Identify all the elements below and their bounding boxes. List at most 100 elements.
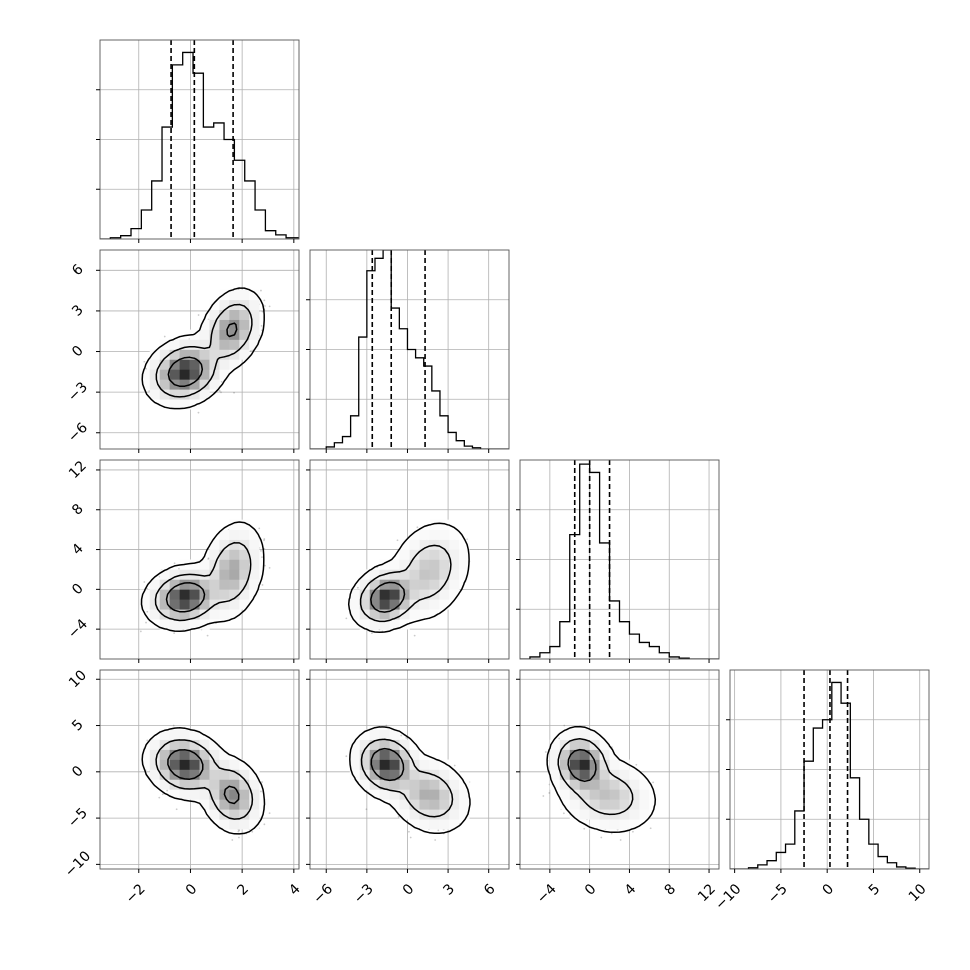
density-cell — [199, 379, 210, 390]
density-cell — [229, 579, 240, 590]
density-cell — [229, 349, 240, 360]
density-cell — [199, 389, 210, 400]
density-cell — [189, 399, 200, 410]
density-cell — [229, 599, 240, 610]
density-cell — [199, 329, 210, 340]
density-cell — [219, 529, 230, 540]
density-cell — [219, 559, 230, 570]
scatter-point — [143, 360, 146, 363]
density-cell — [249, 569, 260, 580]
density-cell — [209, 589, 220, 600]
density-cell — [159, 389, 170, 400]
density-cell — [169, 609, 180, 620]
panel-frame — [99, 249, 300, 450]
density-cell — [219, 359, 230, 370]
y-tick-label: −6 — [65, 420, 91, 446]
histogram-panel-1 — [306, 249, 510, 453]
y-tick-label: 6 — [69, 261, 87, 279]
density-cell — [229, 559, 240, 570]
scatter-point — [261, 310, 264, 313]
density-cell — [239, 299, 250, 310]
density-cell — [159, 359, 170, 370]
density-cell — [179, 379, 190, 390]
density-cell — [209, 369, 220, 380]
density-cell — [249, 319, 260, 330]
scatter-point — [178, 567, 181, 570]
density-cell — [239, 599, 250, 610]
density-cell — [189, 339, 200, 350]
density-cell — [209, 329, 220, 340]
density-cell — [239, 589, 250, 600]
density-cell — [189, 389, 200, 400]
contour-line — [154, 541, 252, 622]
density-cell — [249, 559, 260, 570]
density-cell — [249, 549, 260, 560]
histogram-panel-0 — [96, 39, 300, 243]
density-cell — [249, 579, 260, 590]
scatter-point — [146, 610, 149, 613]
density-cell — [249, 309, 260, 320]
density-cell — [209, 579, 220, 590]
density-cell — [179, 349, 190, 360]
density-cell — [149, 599, 160, 610]
density-cell — [229, 519, 240, 530]
density-cell — [209, 379, 220, 390]
density-cell — [199, 369, 210, 380]
density-cell — [199, 619, 210, 630]
y-tick-label: 0 — [69, 343, 87, 361]
density-cell — [169, 569, 180, 580]
scatter-point — [249, 350, 252, 352]
density-cell — [179, 339, 190, 350]
density-cell — [239, 579, 250, 590]
scatter-point — [220, 391, 222, 394]
density-cell — [179, 389, 190, 400]
density-cell — [249, 289, 260, 301]
density-cell — [229, 589, 240, 600]
density-cell — [219, 289, 230, 301]
scatter-point — [260, 324, 263, 327]
scatter-point — [143, 581, 146, 583]
density-cell — [229, 359, 240, 370]
scatter-point — [207, 557, 210, 560]
density-cell — [169, 369, 180, 380]
density-cell — [159, 369, 170, 380]
y-tick-label: −4 — [65, 616, 91, 642]
density-cell — [169, 399, 180, 410]
density-cell — [219, 589, 230, 600]
density-cell — [239, 549, 250, 560]
contour-line — [140, 521, 265, 633]
scatter-point — [264, 305, 266, 307]
density-cell — [179, 619, 190, 630]
density-cell — [219, 579, 230, 590]
density-cell — [189, 359, 200, 370]
density-cell — [199, 599, 210, 610]
density-cell — [219, 319, 230, 330]
contour-line — [165, 582, 206, 613]
density-cell — [179, 369, 190, 380]
scatter-point — [264, 564, 266, 567]
density-cell — [229, 339, 240, 350]
density-cell — [199, 339, 210, 350]
scatter-point — [145, 621, 147, 624]
density-cell — [189, 349, 200, 360]
histogram-step — [310, 250, 509, 449]
density-cell — [219, 549, 230, 560]
density-cell — [169, 619, 180, 630]
scatter-point — [173, 562, 176, 565]
histogram-step — [100, 51, 299, 239]
density-cell — [239, 539, 250, 550]
density-cell — [219, 609, 230, 620]
density-cell — [249, 529, 260, 540]
scatter-panel-2-1 — [306, 459, 510, 663]
density-cell — [229, 529, 240, 540]
density-cell — [159, 399, 170, 410]
density-cell — [139, 599, 151, 610]
density-cell — [189, 599, 200, 610]
scatter-point — [220, 380, 223, 383]
density-cell — [179, 599, 190, 610]
density-cell — [189, 369, 200, 380]
scatter-point — [148, 390, 151, 392]
density-cell — [229, 539, 240, 550]
